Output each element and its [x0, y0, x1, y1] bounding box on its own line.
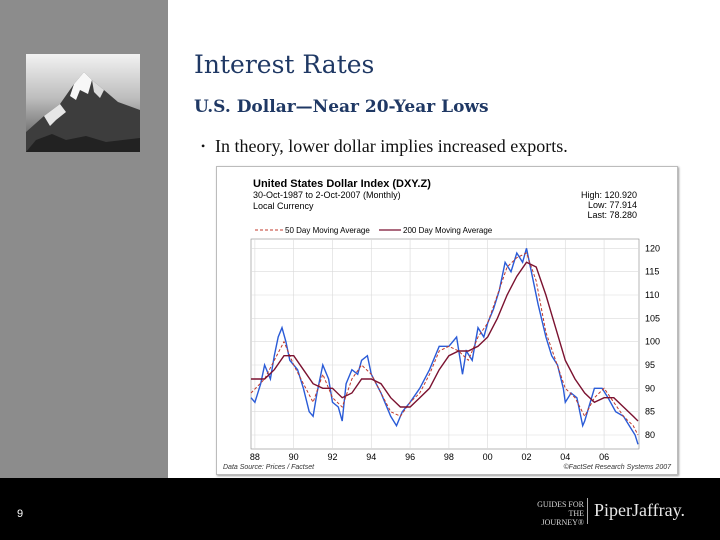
x-tick-label: 00 — [483, 452, 493, 462]
x-tick-label: 96 — [405, 452, 415, 462]
x-tick-label: 92 — [327, 452, 337, 462]
x-tick-label: 02 — [521, 452, 531, 462]
chart-currency-note: Local Currency — [253, 201, 314, 211]
y-tick-label: 105 — [645, 313, 660, 323]
bullet-dot-icon: • — [201, 139, 206, 153]
page-subtitle: U.S. Dollar—Near 20-Year Lows — [194, 97, 489, 117]
chart-stat-high: High: 120.920 — [581, 190, 637, 200]
side-panel — [0, 0, 168, 478]
y-tick-label: 100 — [645, 337, 660, 347]
chart-svg: United States Dollar Index (DXY.Z) 30-Oc… — [223, 178, 673, 471]
guides-line-2: THE JOURNEY® — [541, 509, 584, 527]
chart-stat-last: Last: 78.280 — [587, 210, 637, 220]
y-tick-label: 85 — [645, 407, 655, 417]
guides-for-the-journey-logo: GUIDES FOR THE JOURNEY® — [528, 500, 584, 527]
x-tick-label: 94 — [366, 452, 376, 462]
legend-ma50-label: 50 Day Moving Average — [285, 226, 370, 235]
series-price-line — [250, 248, 639, 445]
mountain-icon — [26, 72, 140, 152]
mountain-photo — [26, 54, 140, 152]
x-tick-labels: 88 90 92 94 96 98 00 02 04 06 — [250, 452, 609, 462]
logo-divider — [587, 498, 588, 524]
legend-ma200-label: 200 Day Moving Average — [403, 226, 493, 235]
y-tick-labels: 80 85 90 95 100 105 110 115 120 — [645, 243, 660, 440]
chart-subtitle: 30-Oct-1987 to 2-Oct-2007 (Monthly) — [253, 190, 401, 200]
y-tick-label: 120 — [645, 243, 660, 253]
chart-grid — [251, 239, 639, 449]
footer-bar: 9 GUIDES FOR THE JOURNEY® PiperJaffray. — [0, 478, 720, 540]
series-ma50-line — [250, 252, 639, 436]
page-number: 9 — [17, 508, 24, 520]
series-ma200-line — [251, 261, 639, 422]
bullet-text: In theory, lower dollar implies increase… — [215, 136, 568, 156]
plot-area — [250, 238, 640, 450]
page-title: Interest Rates — [194, 50, 375, 79]
y-tick-label: 115 — [645, 267, 659, 277]
y-tick-label: 95 — [645, 360, 655, 370]
chart-source-right: ©FactSet Research Systems 2007 — [564, 463, 673, 471]
brand-logo: PiperJaffray. — [594, 500, 685, 520]
x-tick-label: 06 — [599, 452, 609, 462]
x-tick-label: 88 — [250, 452, 260, 462]
x-tick-label: 04 — [560, 452, 570, 462]
chart-source-left: Data Source: Prices / Factset — [223, 464, 315, 471]
dollar-index-chart: United States Dollar Index (DXY.Z) 30-Oc… — [216, 166, 678, 475]
y-tick-label: 80 — [645, 430, 655, 440]
y-tick-label: 110 — [645, 290, 659, 300]
chart-stat-low: Low: 77.914 — [588, 200, 637, 210]
x-tick-label: 90 — [289, 452, 299, 462]
x-tick-label: 98 — [444, 452, 454, 462]
y-tick-label: 90 — [645, 383, 655, 393]
bullet-point: • In theory, lower dollar implies increas… — [201, 136, 568, 157]
guides-line-1: GUIDES FOR — [537, 500, 584, 509]
chart-title: United States Dollar Index (DXY.Z) — [253, 178, 431, 190]
